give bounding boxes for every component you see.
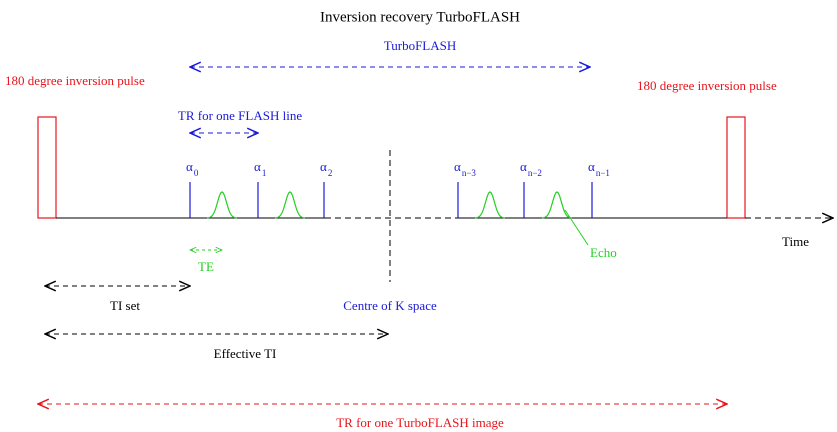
- pulse-label: α2: [320, 159, 332, 178]
- pulse-label: αn−3: [454, 159, 476, 178]
- pulse-label: α1: [254, 159, 266, 178]
- pulse-subscript: 1: [262, 168, 267, 178]
- pulse-symbol: α: [186, 159, 193, 174]
- inversion-pulse: [37, 116, 57, 219]
- echo-label: Echo: [590, 245, 617, 260]
- pulse-symbol: α: [520, 159, 527, 174]
- tr-flash-line-label: TR for one FLASH line: [178, 108, 302, 123]
- pulse-subscript: 0: [194, 168, 199, 178]
- echo: [541, 191, 573, 219]
- pulse-subscript: n−2: [528, 168, 542, 178]
- te-label: TE: [198, 259, 214, 274]
- centre-label: Centre of K space: [343, 298, 437, 313]
- pulse-label: αn−2: [520, 159, 542, 178]
- time-label: Time: [782, 234, 809, 249]
- echo: [474, 191, 506, 219]
- echo: [274, 191, 306, 219]
- echoes: [206, 191, 573, 219]
- title: Inversion recovery TurboFLASH: [320, 9, 520, 25]
- echo-pointer: [564, 209, 589, 246]
- inversion-pulse: [726, 116, 746, 219]
- pulse-label: α0: [186, 159, 199, 178]
- pulse-label: αn−1: [588, 159, 610, 178]
- tr-image-label: TR for one TurboFLASH image: [336, 415, 504, 430]
- inversion-pulse-label: 180 degree inversion pulse: [5, 73, 145, 88]
- pulse-subscript: n−3: [462, 168, 477, 178]
- effective-ti-label: Effective TI: [214, 346, 277, 361]
- pulse-symbol: α: [254, 159, 261, 174]
- pulse-symbol: α: [588, 159, 595, 174]
- pulse-symbol: α: [320, 159, 327, 174]
- turboflash-label: TurboFLASH: [384, 38, 457, 53]
- echo: [206, 191, 238, 219]
- pulse-subscript: n−1: [596, 168, 610, 178]
- pulse-subscript: 2: [328, 168, 333, 178]
- ti-set-label: TI set: [110, 298, 140, 313]
- inversion-pulse-label: 180 degree inversion pulse: [637, 78, 777, 93]
- pulse-symbol: α: [454, 159, 461, 174]
